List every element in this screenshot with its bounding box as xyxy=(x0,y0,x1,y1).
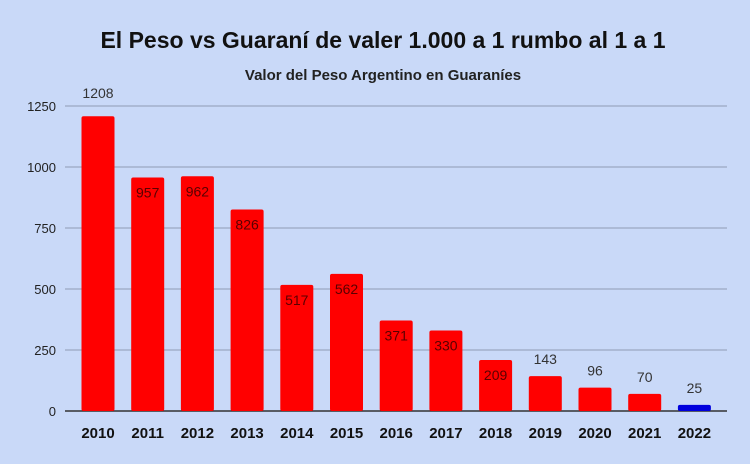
y-tick-label: 250 xyxy=(34,343,56,358)
x-tick-label: 2016 xyxy=(380,425,413,442)
bar-2016 xyxy=(379,320,413,411)
bar-2022 xyxy=(677,404,711,411)
data-label: 826 xyxy=(235,216,259,232)
bar-2014 xyxy=(280,284,314,411)
x-tick-label: 2019 xyxy=(529,425,562,442)
bar-2013 xyxy=(230,209,264,411)
bar-2015 xyxy=(330,273,363,411)
bar-2017 xyxy=(429,330,463,411)
chart-title: El Peso vs Guaraní de valer 1.000 a 1 ru… xyxy=(100,27,665,53)
y-tick-label: 750 xyxy=(34,221,56,236)
y-tick-label: 1250 xyxy=(27,99,56,114)
bar-2018 xyxy=(479,360,513,411)
data-label: 517 xyxy=(285,292,309,308)
data-label: 562 xyxy=(335,281,359,297)
x-tick-label: 2022 xyxy=(678,425,711,442)
x-tick-label: 2010 xyxy=(81,425,114,442)
data-label: 957 xyxy=(136,184,160,200)
bar-2020 xyxy=(578,387,612,411)
bar-2010 xyxy=(81,116,115,412)
x-tick-label: 2011 xyxy=(131,425,164,442)
data-label: 70 xyxy=(637,369,653,385)
data-label: 371 xyxy=(385,327,409,343)
data-label: 209 xyxy=(484,367,508,383)
y-tick-label: 500 xyxy=(34,282,56,297)
bar-2019 xyxy=(528,376,562,411)
x-tick-label: 2015 xyxy=(330,425,363,442)
x-tick-label: 2021 xyxy=(628,425,661,442)
bar-2011 xyxy=(131,177,165,411)
y-tick-label: 1000 xyxy=(27,160,56,175)
x-tick-label: 2013 xyxy=(230,425,263,442)
data-label: 1208 xyxy=(82,85,113,101)
x-tick-label: 2012 xyxy=(181,425,214,442)
y-tick-label: 0 xyxy=(49,404,56,419)
bar-2012 xyxy=(180,176,214,411)
x-tick-label: 2018 xyxy=(479,425,512,442)
x-tick-label: 2014 xyxy=(280,425,314,442)
data-label: 143 xyxy=(534,351,558,367)
x-tick-label: 2020 xyxy=(578,425,611,442)
data-label: 25 xyxy=(687,380,703,396)
chart-subtitle: Valor del Peso Argentino en Guaraníes xyxy=(245,67,521,84)
bar-2021 xyxy=(628,393,662,411)
data-label: 96 xyxy=(587,363,603,379)
x-tick-label: 2017 xyxy=(429,425,462,442)
data-label: 330 xyxy=(434,337,458,353)
data-label: 962 xyxy=(186,183,210,199)
